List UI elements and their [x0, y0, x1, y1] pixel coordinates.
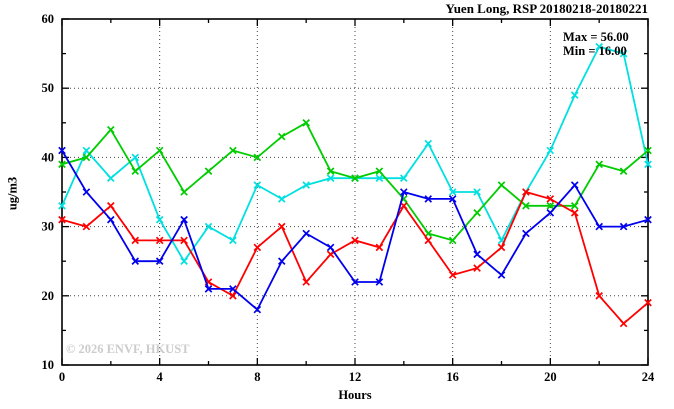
watermark: © 2026 ENVF, HKUST — [66, 342, 190, 356]
x-tick-label: 0 — [59, 370, 65, 384]
cyan-series-line — [61, 45, 649, 263]
blue-series-markers — [58, 146, 652, 314]
blue-series-group — [58, 146, 652, 314]
y-tick-label: 20 — [42, 289, 55, 303]
x-tick-label: 8 — [254, 370, 260, 384]
x-tick-label: 24 — [642, 370, 655, 384]
x-tick-label: 12 — [349, 370, 362, 384]
y-tick-label: 30 — [42, 220, 55, 234]
y-tick-label: 40 — [42, 150, 55, 164]
x-tick-label: 4 — [157, 370, 164, 384]
legend-max: Max = 56.00 — [563, 30, 629, 44]
y-tick-label: 50 — [42, 81, 55, 95]
red-series-group — [58, 188, 652, 328]
legend-min: Min = 16.00 — [563, 44, 627, 58]
legend: Max = 56.00 Min = 16.00 — [563, 30, 629, 58]
x-tick-label: 20 — [544, 370, 557, 384]
y-tick-label: 10 — [42, 358, 55, 372]
green-series-group — [58, 118, 652, 245]
green-series-markers — [58, 118, 652, 245]
x-axis-label: Hours — [338, 388, 372, 402]
green-series-line — [61, 121, 649, 242]
red-series-markers — [58, 188, 652, 328]
chart-title: Yuen Long, RSP 20180218-20180221 — [445, 1, 649, 16]
x-tick-label: 16 — [446, 370, 459, 384]
blue-series-line — [61, 150, 649, 312]
y-axis-label: ug/m3 — [5, 176, 20, 211]
y-tick-label: 60 — [42, 12, 55, 26]
